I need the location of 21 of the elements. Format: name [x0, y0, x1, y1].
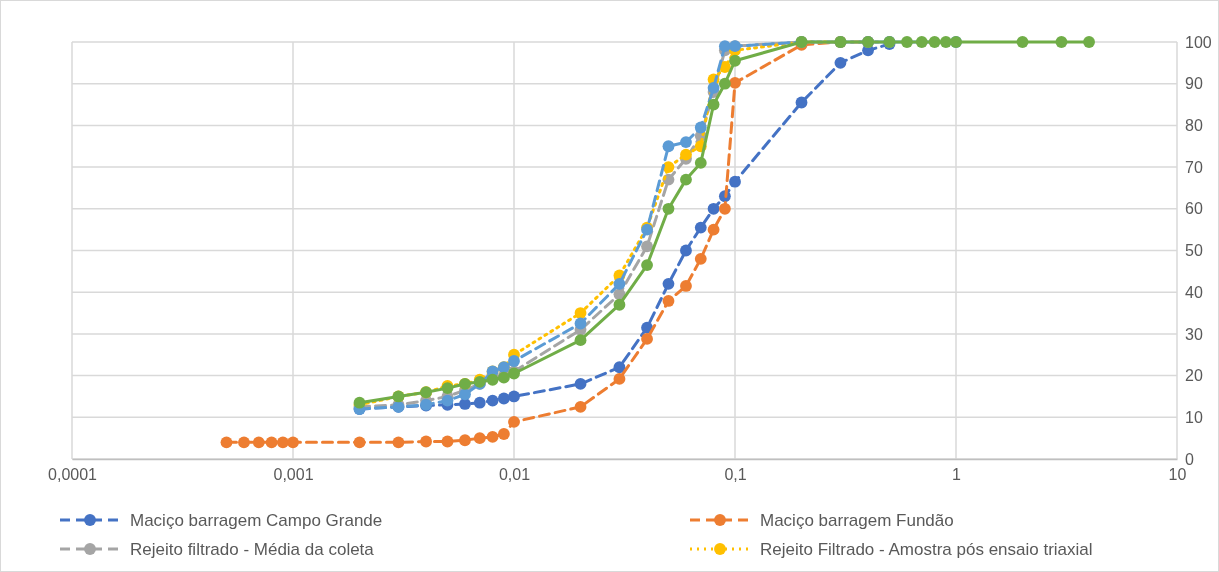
y-tick-label: 0 [1185, 450, 1194, 468]
y-tick-label: 80 [1185, 117, 1203, 135]
x-tick-label: 0,01 [498, 466, 531, 484]
legend-label: Rejeito Filtrado - Amostra pós ensaio triaxial [760, 540, 1093, 559]
y-tick-label: 100 [1185, 33, 1212, 51]
y-tick-label: 40 [1185, 283, 1203, 301]
x-tick-label: 0,1 [724, 466, 747, 484]
y-tick-label: 90 [1185, 75, 1203, 93]
legend-label: Maciço barragem Campo Grande [130, 511, 383, 530]
legend-label: Rejeito filtrado - Média da coleta [130, 540, 375, 559]
y-tick-label: 30 [1185, 325, 1203, 343]
y-tick-label: 60 [1185, 200, 1203, 218]
x-tick-label: 10 [1168, 466, 1187, 484]
x-tick-label: 0,0001 [48, 466, 98, 484]
y-tick-label: 50 [1185, 242, 1203, 260]
y-tick-label: 10 [1185, 408, 1203, 426]
x-tick-label: 0,001 [273, 466, 314, 484]
legend-label: Maciço barragem Fundão [760, 511, 954, 530]
x-tick-label: 1 [952, 466, 962, 484]
y-tick-label: 20 [1185, 367, 1203, 385]
y-tick-label: 70 [1185, 158, 1203, 176]
